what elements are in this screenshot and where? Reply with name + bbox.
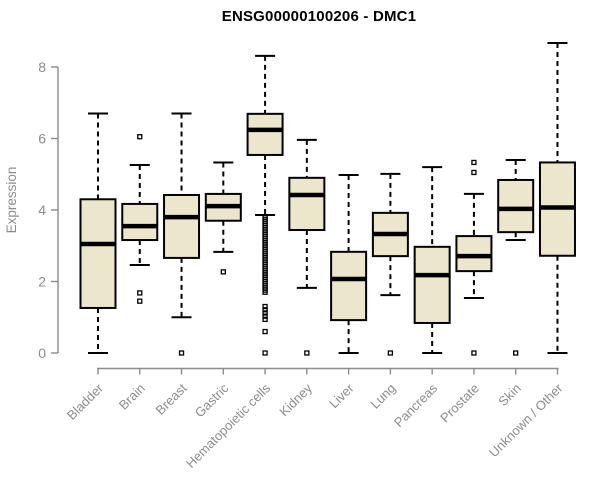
iqr-box — [121, 202, 159, 242]
boxplot-series — [79, 42, 576, 356]
outlier-point — [262, 328, 268, 335]
box-bladder — [79, 112, 117, 354]
outlier-point — [137, 298, 143, 304]
outlier-point — [471, 159, 477, 166]
box-hematopoietic-cells — [246, 54, 284, 356]
outlier-point — [262, 313, 268, 319]
box-pancreas — [413, 166, 451, 354]
iqr-box — [497, 178, 535, 234]
box-brain — [121, 134, 159, 304]
x-category-label: Gastric — [192, 380, 232, 420]
y-tick-label: 4 — [38, 202, 46, 218]
outlier-point — [262, 303, 268, 310]
outlier-point — [262, 310, 268, 316]
outlier-point — [262, 350, 268, 356]
box-gastric — [204, 161, 242, 275]
y-tick-label: 2 — [38, 274, 46, 290]
y-tick-label: 8 — [38, 59, 46, 75]
outlier-point — [220, 269, 226, 275]
box-breast — [163, 112, 201, 356]
outlier-point — [387, 350, 394, 356]
iqr-box — [413, 245, 451, 324]
x-category-label: Skin — [495, 381, 523, 409]
iqr-box — [79, 198, 117, 309]
chart-title: ENSG00000100206 - DMC1 — [221, 8, 417, 25]
outlier-point — [513, 350, 519, 356]
x-category-label: Pancreas — [391, 380, 441, 430]
outlier-point — [137, 290, 143, 296]
x-category-label: Unknown / Other — [486, 380, 566, 460]
outlier-point — [262, 307, 268, 313]
y-tick-label: 6 — [38, 131, 46, 147]
outlier-point — [178, 350, 185, 356]
box-liver — [330, 173, 368, 354]
box-lung — [371, 172, 409, 356]
y-axis-label: Expression — [4, 167, 19, 234]
x-category-label: Lung — [367, 381, 398, 412]
outlier-point — [262, 289, 268, 295]
outlier-point — [304, 350, 310, 356]
iqr-box — [455, 235, 493, 273]
iqr-box — [163, 193, 201, 259]
x-category-label: Kidney — [276, 380, 315, 419]
box-prostate — [455, 159, 493, 356]
x-category-label: Liver — [326, 380, 357, 411]
box-unknown-other — [538, 42, 576, 354]
x-category-label: Bladder — [64, 380, 107, 423]
outlier-point — [137, 134, 143, 140]
box-kidney — [288, 138, 326, 356]
box-skin — [497, 158, 535, 356]
iqr-box — [330, 250, 368, 322]
iqr-box — [288, 176, 326, 232]
outlier-point — [262, 316, 268, 323]
y-tick-label: 0 — [38, 345, 46, 361]
outlier-point — [471, 169, 477, 176]
x-category-label: Brain — [116, 381, 148, 413]
outlier-point — [471, 350, 477, 356]
x-category-label: Breast — [152, 380, 189, 417]
iqr-box — [246, 112, 284, 156]
x-category-label: Prostate — [437, 381, 482, 426]
